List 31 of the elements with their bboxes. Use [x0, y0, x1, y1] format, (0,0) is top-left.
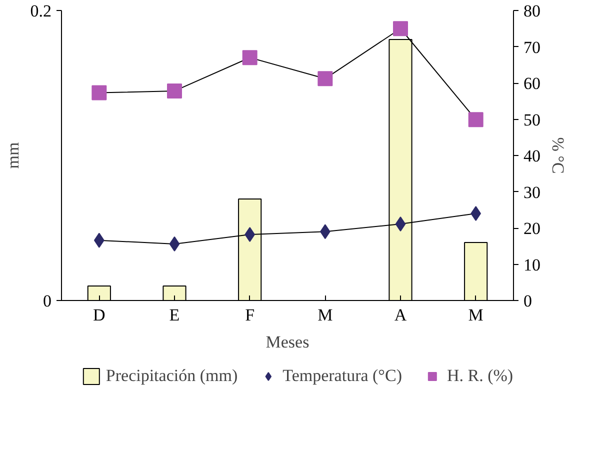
y2-tick-label: 60 [524, 74, 540, 93]
x-tick-label: M [468, 306, 484, 324]
y2-tick-label: 50 [524, 110, 540, 130]
legend-label: Temperatura (°C) [282, 366, 402, 386]
x-tick-label: M [318, 306, 333, 324]
x-tick-label: A [394, 306, 408, 324]
y2-tick-label: 70 [524, 38, 540, 57]
y2-tick-label: 0 [524, 292, 532, 310]
point [169, 236, 180, 252]
y2-tick-label: 20 [524, 219, 540, 238]
y2-tick-label: 30 [524, 182, 540, 202]
legend-label: Precipitación (mm) [106, 366, 238, 386]
point [393, 21, 408, 36]
y-axis-title: mm [3, 142, 22, 169]
x-tick-label: D [93, 306, 106, 324]
point [468, 112, 484, 128]
point [92, 85, 107, 100]
y2-tick-label: 40 [524, 146, 540, 166]
point [470, 206, 481, 221]
point [242, 50, 258, 66]
legend-label: H. R. (%) [446, 366, 514, 386]
x-axis-title: Meses [266, 332, 310, 352]
point [318, 71, 333, 86]
y2-tick-label: 80 [524, 2, 540, 20]
x-tick-label: F [245, 306, 255, 324]
x-tick-label: E [169, 306, 180, 324]
y2-tick-label: 10 [524, 255, 540, 274]
point [395, 216, 406, 232]
y2-axis-title: % °C [548, 137, 568, 174]
y-tick-label: 0.2 [30, 2, 52, 20]
point [167, 83, 182, 98]
